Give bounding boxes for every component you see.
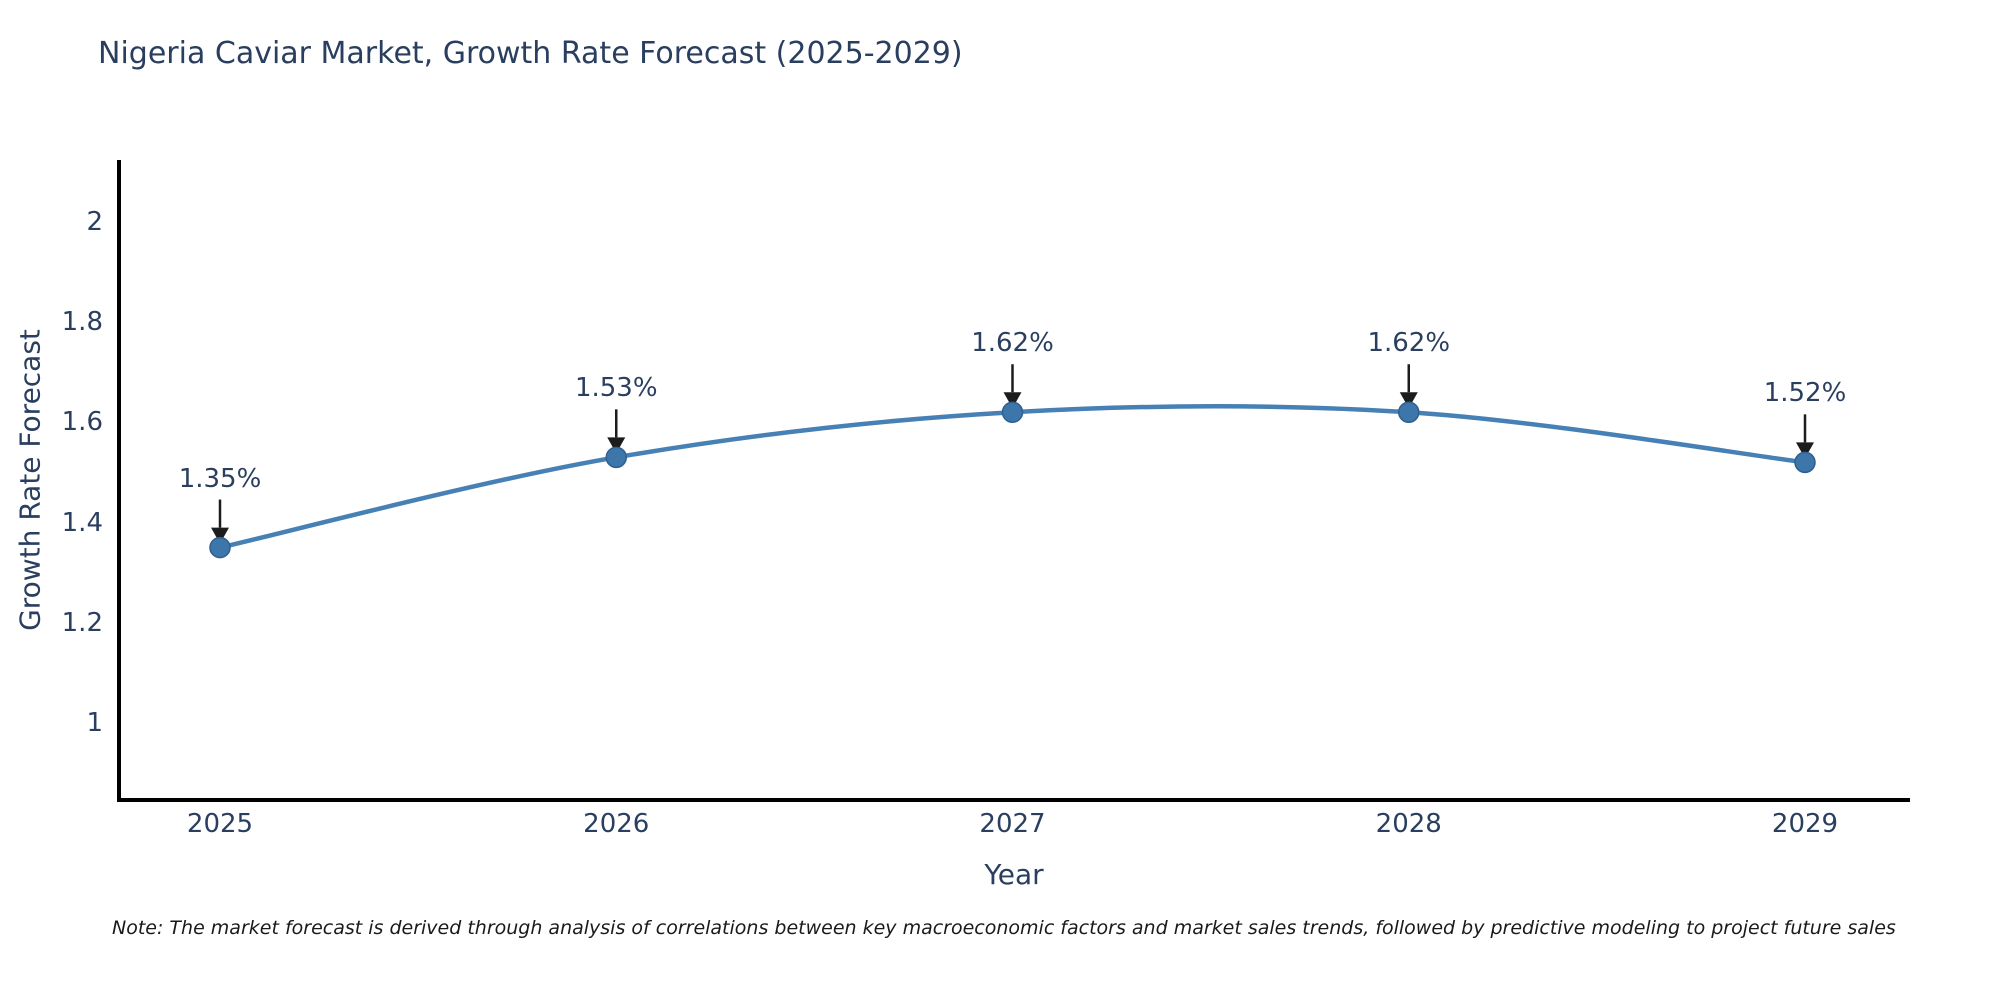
point-value-label: 1.52% (1763, 378, 1847, 409)
y-tick-label: 1.2 (61, 607, 103, 638)
data-point-2027[interactable] (1001, 401, 1024, 423)
x-tick-label: 2025 (186, 809, 254, 839)
point-value-label: 1.35% (178, 463, 262, 494)
y-tick-label: 1.4 (61, 507, 103, 538)
forecast-line (217, 404, 1808, 550)
annotation-arrowhead (1796, 442, 1814, 459)
y-tick-label: 1.8 (61, 307, 103, 337)
data-point-2025[interactable] (209, 536, 231, 559)
x-tick-label: 2027 (979, 809, 1046, 839)
data-point-2028[interactable] (1398, 401, 1420, 423)
annotation-arrowhead (1399, 392, 1418, 409)
data-point-2026[interactable] (605, 446, 627, 469)
annotation-arrowhead (1003, 392, 1022, 409)
y-tick-label: 1 (86, 708, 103, 738)
y-tick-label: 2 (86, 206, 103, 237)
data-point-2029[interactable] (1794, 451, 1816, 474)
x-tick-label: 2029 (1771, 809, 1839, 839)
chart-title: Nigeria Caviar Market, Growth Rate Forec… (98, 36, 963, 71)
point-value-label: 1.62% (1367, 328, 1451, 359)
x-tick-label: 2028 (1375, 809, 1442, 839)
footnote: Note: The market forecast is derived thr… (112, 917, 1896, 939)
point-value-label: 1.62% (971, 328, 1054, 359)
annotation-arrowhead (211, 527, 229, 544)
point-value-label: 1.53% (574, 373, 658, 404)
x-axis-title: Year (984, 858, 1044, 891)
y-tick-label: 1.6 (61, 407, 103, 438)
x-tick-label: 2026 (583, 809, 650, 839)
annotation-arrowhead (607, 437, 626, 454)
